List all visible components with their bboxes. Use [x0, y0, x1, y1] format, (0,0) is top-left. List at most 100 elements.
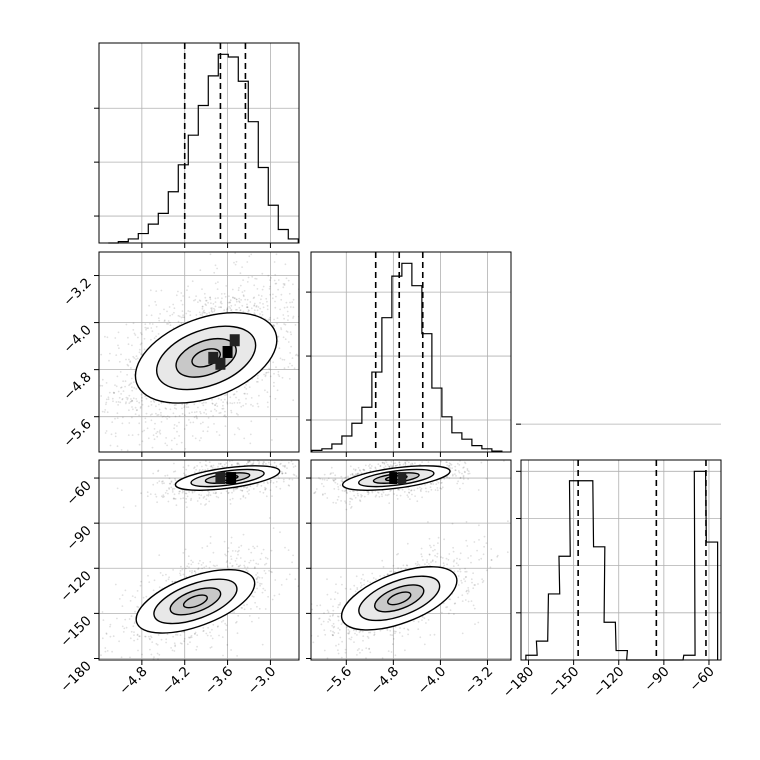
sample-point — [287, 341, 290, 343]
sample-point — [235, 298, 238, 301]
sample-point — [128, 402, 131, 404]
sample-point — [154, 422, 156, 425]
sample-point — [319, 604, 322, 607]
sample-point — [316, 663, 318, 665]
sample-point — [181, 568, 184, 571]
sample-point — [289, 331, 292, 333]
sample-point — [196, 634, 199, 637]
sample-point — [199, 300, 202, 302]
sample-point — [158, 408, 161, 411]
sample-point — [344, 477, 346, 479]
sample-point — [274, 273, 277, 276]
sample-point — [184, 414, 186, 417]
sample-point — [116, 445, 119, 448]
sample-point — [301, 557, 303, 559]
sample-point — [141, 440, 144, 443]
sample-point — [160, 463, 162, 465]
sample-point — [179, 574, 182, 576]
sample-point — [468, 472, 471, 475]
sample-point — [274, 397, 277, 400]
sample-point — [110, 433, 113, 436]
sample-point — [235, 563, 238, 566]
sample-point — [227, 550, 230, 553]
sample-point — [203, 411, 206, 414]
sample-point — [201, 307, 204, 310]
sample-point — [160, 289, 163, 292]
sample-point — [158, 586, 161, 589]
sample-point — [430, 546, 432, 549]
sample-point — [90, 360, 92, 362]
sample-point — [262, 491, 265, 494]
sample-point — [244, 566, 246, 568]
sample-point — [131, 400, 134, 402]
sample-point — [226, 307, 229, 310]
sample-point — [172, 303, 175, 306]
sample-point — [136, 357, 139, 360]
sample-point — [166, 415, 169, 418]
sample-point — [459, 552, 462, 555]
sample-point — [120, 393, 122, 395]
sample-point — [348, 630, 351, 633]
sample-point — [89, 397, 91, 399]
sample-point — [99, 384, 102, 387]
sample-point — [145, 397, 148, 400]
sample-point — [266, 557, 269, 560]
sample-point — [480, 461, 483, 464]
sample-point — [132, 625, 135, 628]
sample-point — [398, 464, 401, 466]
sample-point — [254, 566, 256, 569]
sample-point — [130, 400, 133, 403]
sample-point — [404, 649, 406, 652]
sample-point — [259, 584, 261, 587]
sample-point — [456, 482, 459, 485]
sample-point — [145, 412, 148, 415]
sample-point — [406, 494, 409, 497]
sample-point — [229, 301, 231, 304]
sample-point — [149, 472, 151, 474]
sample-point — [428, 553, 431, 556]
sample-point — [275, 465, 278, 468]
sample-point — [204, 504, 206, 506]
sample-point — [322, 485, 325, 488]
sample-point — [449, 467, 451, 469]
sample-point — [242, 495, 245, 498]
sample-point — [465, 575, 467, 578]
sample-point — [120, 449, 123, 451]
sample-point — [461, 600, 464, 602]
sample-point — [144, 635, 147, 638]
sample-point — [262, 285, 265, 288]
sample-point — [190, 497, 193, 500]
sample-point — [250, 449, 252, 451]
sample-point — [386, 494, 389, 497]
sample-point — [459, 487, 461, 490]
sample-point — [130, 367, 132, 369]
sample-point — [335, 583, 337, 586]
sample-point — [294, 578, 297, 581]
sample-point — [236, 402, 239, 404]
sample-point — [151, 330, 154, 333]
sample-point — [188, 457, 190, 459]
sample-point — [163, 415, 165, 418]
hist2d-panel-0-2 — [94, 449, 303, 665]
sample-point — [257, 617, 260, 619]
sample-point — [275, 465, 278, 467]
sample-point — [291, 478, 294, 481]
sample-point — [190, 559, 193, 562]
sample-point — [458, 464, 461, 466]
sample-point — [223, 415, 226, 417]
sample-point — [152, 589, 155, 592]
sample-point — [154, 300, 157, 303]
sample-point — [173, 498, 176, 500]
sample-point — [381, 657, 384, 660]
sample-point — [264, 389, 266, 392]
sample-point — [446, 464, 449, 466]
sample-point — [481, 581, 484, 584]
sample-point — [133, 634, 135, 636]
sample-point — [250, 608, 252, 610]
sample-point — [230, 536, 233, 539]
sample-point — [150, 338, 152, 341]
sample-point — [206, 634, 209, 637]
sample-point — [329, 619, 332, 622]
sample-point — [420, 553, 423, 556]
sample-point — [61, 419, 63, 421]
